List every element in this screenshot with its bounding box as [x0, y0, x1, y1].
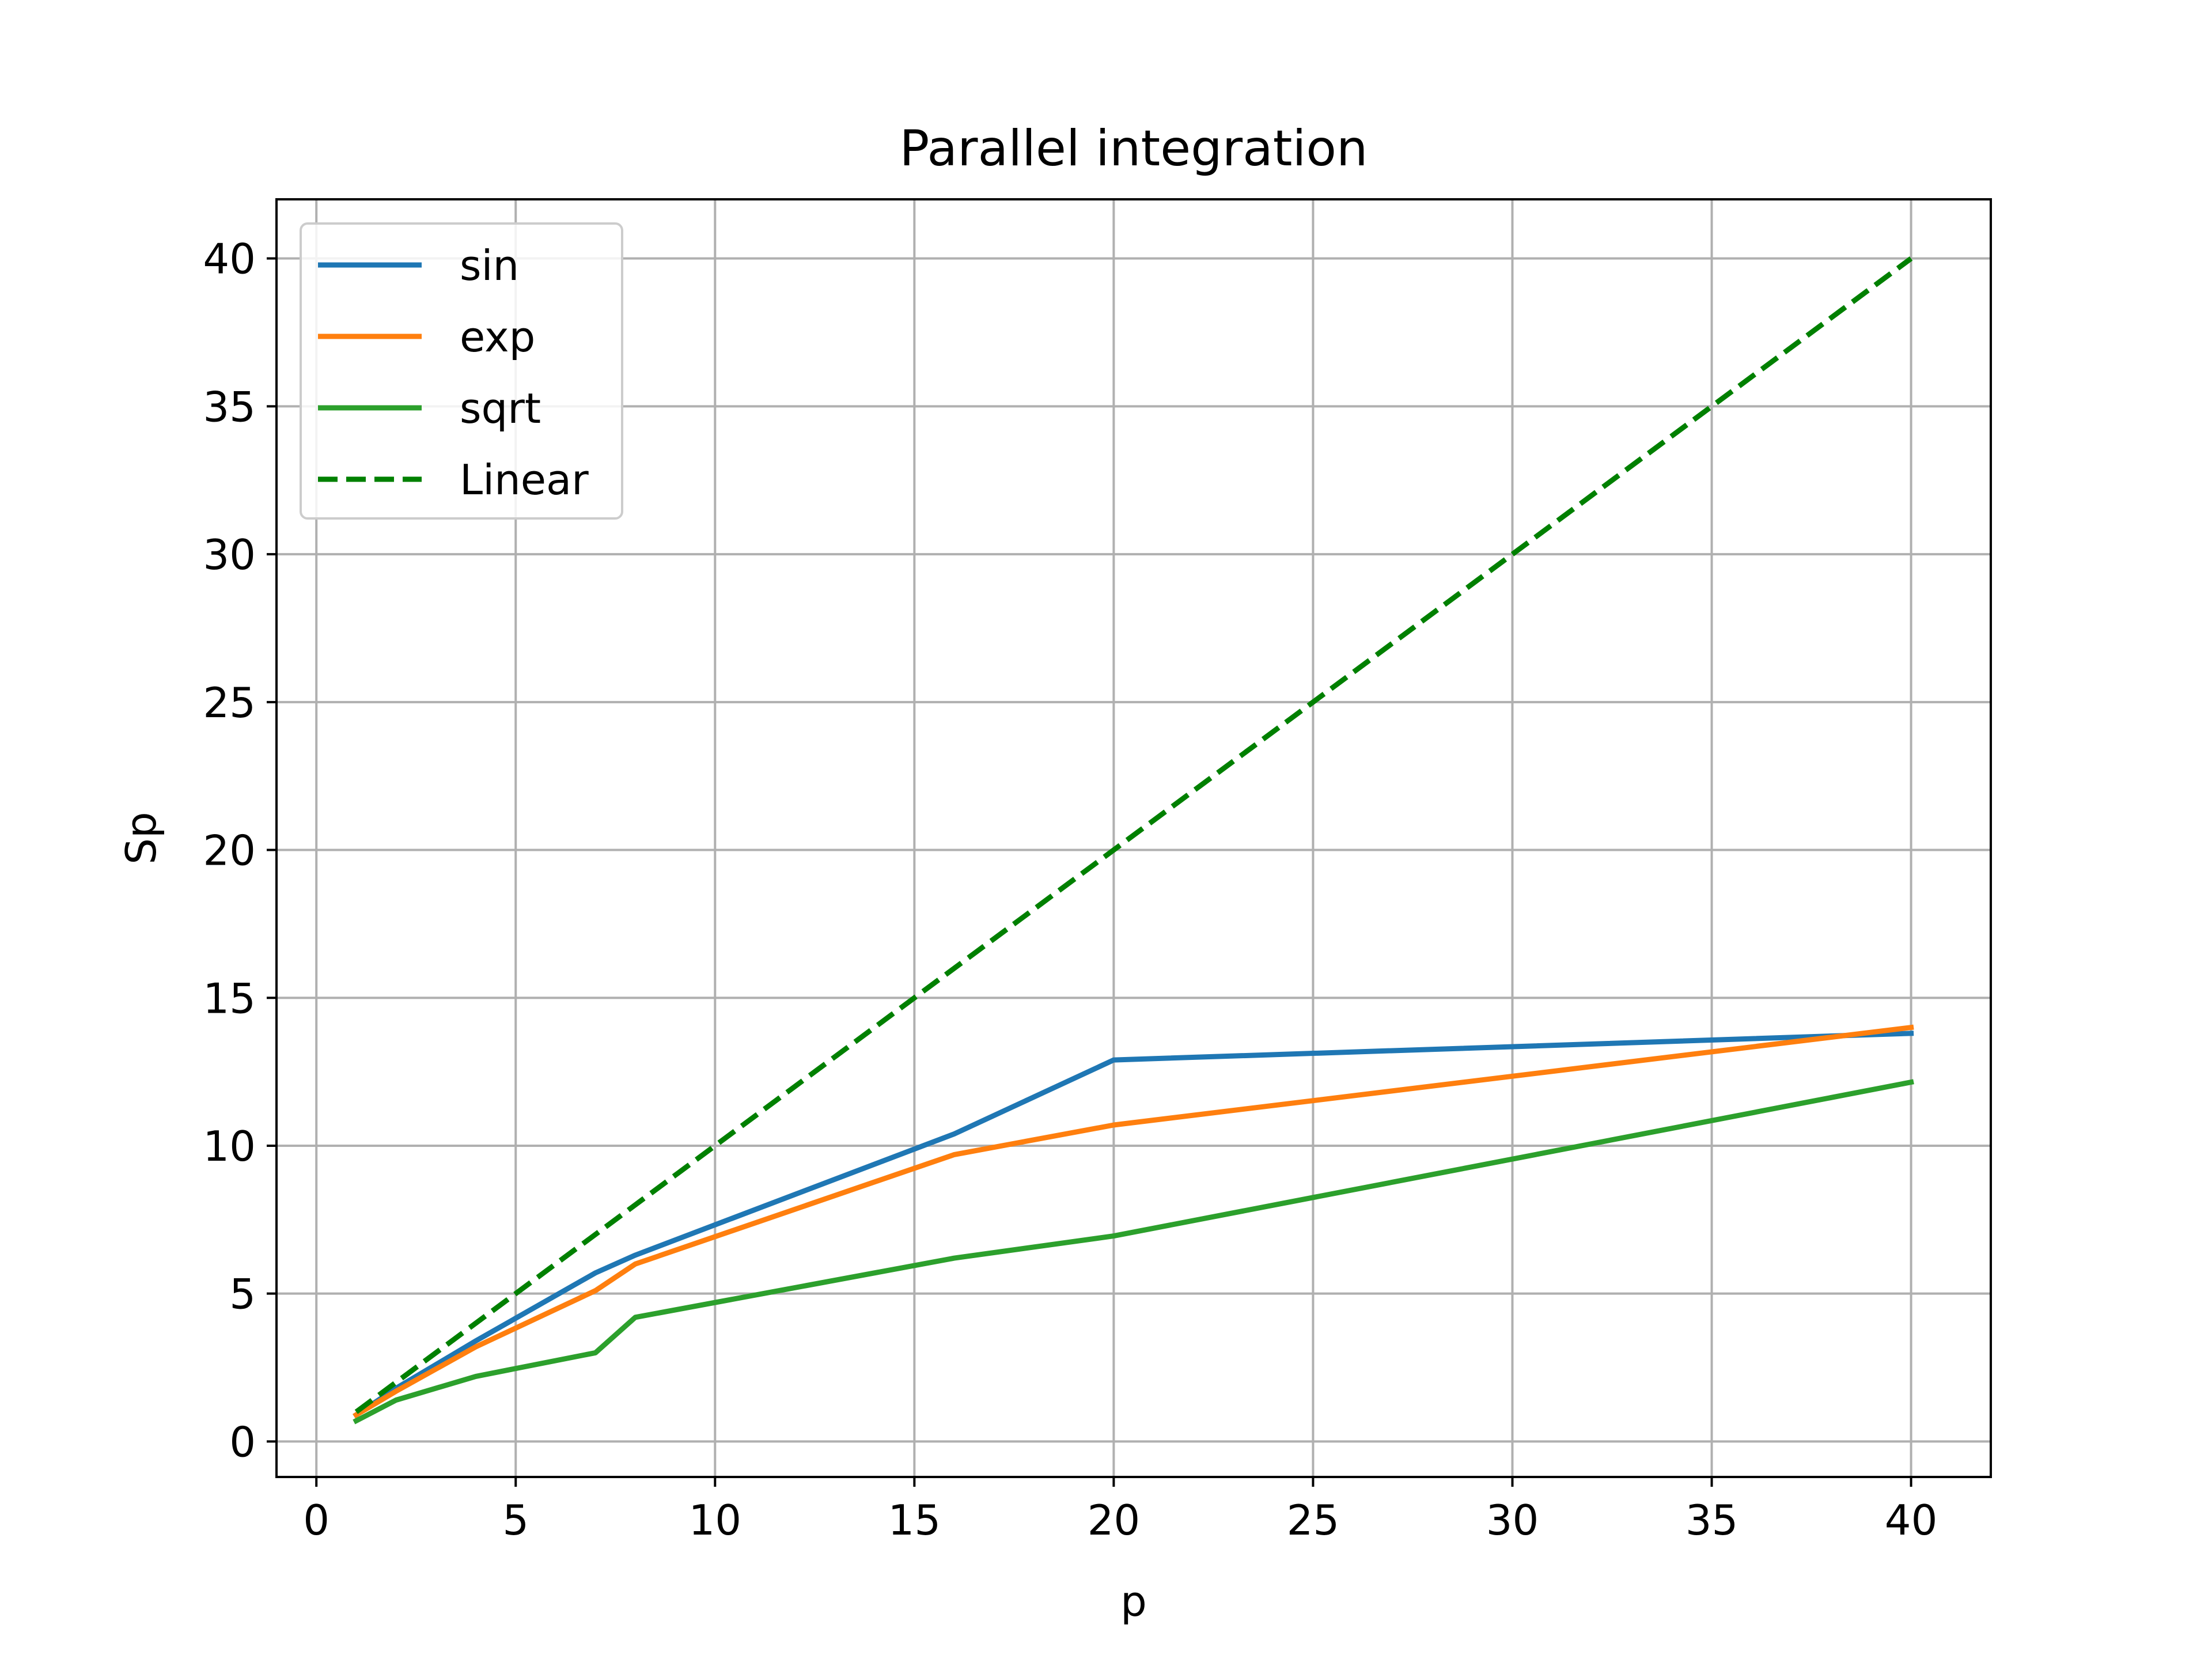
- y-tick-label: 40: [203, 235, 256, 283]
- x-tick-label: 35: [1685, 1496, 1738, 1544]
- legend-label-sqrt: sqrt: [460, 384, 541, 433]
- x-tick-label: 15: [888, 1496, 941, 1544]
- series-lines: [353, 256, 1914, 1425]
- legend-label-linear: Linear: [460, 456, 589, 504]
- x-tick-label: 40: [1885, 1496, 1938, 1544]
- series-line-sqrt: [353, 1079, 1914, 1425]
- axis-ticks: 0 5 10 15 20 25 30 35 40 0 5 10 15 20 25 30 35 40: [203, 235, 1937, 1544]
- x-tick-label: 0: [303, 1496, 329, 1544]
- series-line-sin: [353, 1031, 1914, 1419]
- x-tick-label: 20: [1088, 1496, 1141, 1544]
- y-tick-label: 30: [203, 531, 256, 579]
- y-tick-label: 5: [229, 1270, 256, 1319]
- x-tick-label: 5: [502, 1496, 529, 1544]
- y-tick-label: 0: [229, 1418, 256, 1466]
- series-line-exp: [353, 1024, 1914, 1419]
- x-tick-label: 25: [1287, 1496, 1340, 1544]
- y-axis-label: Sp: [117, 812, 165, 864]
- series-line-linear: [354, 256, 1913, 1414]
- x-axis-label: p: [1120, 1577, 1147, 1626]
- chart-title: Parallel integration: [899, 120, 1368, 177]
- y-tick-label: 15: [203, 974, 256, 1022]
- y-tick-label: 10: [203, 1122, 256, 1171]
- y-tick-label: 25: [203, 679, 256, 727]
- plot-frame: [275, 198, 1992, 1478]
- legend: sin exp sqrt Linear: [300, 222, 623, 520]
- y-tick-label: 35: [203, 382, 256, 431]
- legend-label-exp: exp: [460, 313, 535, 361]
- grid: [276, 199, 1991, 1477]
- legend-label-sin: sin: [460, 241, 519, 290]
- x-tick-label: 10: [688, 1496, 741, 1544]
- y-tick-label: 20: [203, 827, 256, 875]
- x-tick-label: 30: [1486, 1496, 1539, 1544]
- legend-box: [300, 222, 623, 520]
